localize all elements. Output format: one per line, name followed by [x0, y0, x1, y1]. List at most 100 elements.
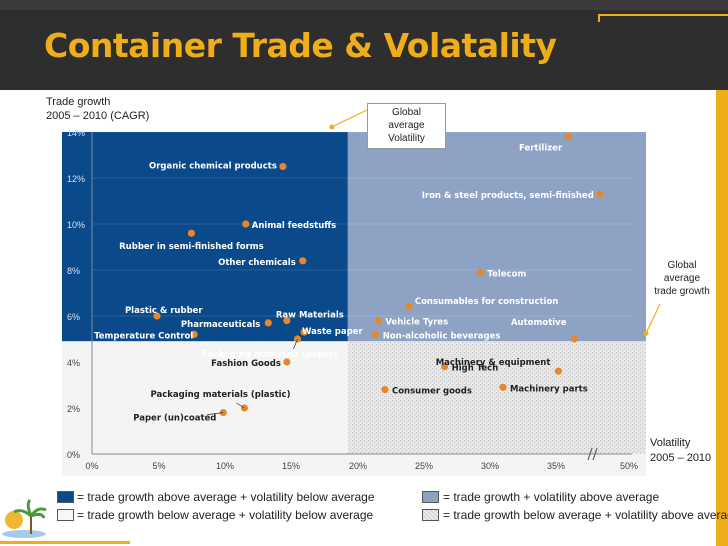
legend-label-lightblue: = trade growth + volatility above averag…: [443, 490, 660, 504]
data-point-label: Animal feedstuffs: [252, 221, 336, 231]
x-tick-label: 10%: [216, 461, 234, 471]
data-point: [381, 386, 389, 394]
quadrant-top-right: [347, 132, 646, 342]
right-accent-band: [716, 90, 728, 546]
y-axis-label-line1: Trade growth: [46, 96, 111, 108]
callout-leader-growth: [645, 303, 661, 334]
x-tick-label: 30%: [481, 461, 499, 471]
data-point: [405, 303, 413, 311]
y-tick-label: 8%: [67, 266, 80, 276]
data-point: [564, 133, 572, 141]
quadrant-bottom-left: [92, 341, 348, 454]
data-point-label: Packaging materials (paper): [201, 350, 337, 360]
data-point: [476, 268, 485, 276]
data-point: [300, 328, 308, 336]
data-point-label: Packaging materials (plastic): [150, 390, 290, 400]
axes: [91, 132, 632, 461]
y-axis-label-line2: 2005 – 2010 (CAGR): [46, 110, 150, 122]
company-logo-icon: [2, 498, 47, 538]
data-point: [372, 330, 380, 338]
data-point-label: Automotive: [511, 318, 567, 328]
data-point: [187, 229, 196, 237]
callout-global-average-volatility: Global average Volatility: [367, 103, 446, 149]
data-point-label: Rubber in semi-finished forms: [119, 242, 264, 252]
data-point-label: High Tech: [452, 364, 499, 374]
grid-lines: [92, 131, 632, 409]
callout-global-average-trade-growth: Global average trade growth: [648, 258, 716, 304]
data-point-label: Paper (un)coated: [133, 414, 216, 424]
legend-swatch-white: [57, 509, 74, 521]
data-point: [190, 330, 198, 338]
y-tick-label: 12%: [67, 174, 85, 184]
quadrant-bottom-right: [347, 341, 646, 454]
x-tick-label: 25%: [415, 461, 433, 471]
data-point-label: Machinery parts: [510, 384, 588, 394]
data-point-label: Vehicle Tyres: [385, 318, 448, 328]
callout-anchor-dot: [329, 124, 335, 130]
y-tick-label: 14%: [67, 128, 85, 138]
data-point: [570, 335, 579, 343]
quadrant-backgrounds: [62, 132, 646, 476]
callout-leader-volatility: [333, 109, 368, 127]
tick-labels: 0% 2% 4% 6% 8% 10% 12% 14% 0% 5% 10% 15% 20% 25% 30% 35…: [67, 128, 638, 471]
data-point-label: Fashion Goods: [211, 359, 281, 369]
x-tick-label: 0%: [85, 461, 98, 471]
data-point-label: Plastic & rubber: [125, 306, 203, 316]
data-point: [242, 220, 250, 228]
data-point: [279, 162, 287, 171]
axis-break-mark: [587, 447, 593, 461]
x-tick-label: 15%: [282, 461, 300, 471]
data-point: [374, 317, 382, 325]
data-point-label: Iron & steel products, semi-finished: [422, 191, 594, 201]
legend-swatch-blue: [57, 491, 74, 503]
y-tick-label: 4%: [67, 358, 80, 368]
data-points: Fertilizer Organic chemical products Iron …: [94, 133, 604, 424]
quadrant-top-left: [92, 132, 348, 342]
data-point-label: Pharmaceuticals: [181, 320, 260, 330]
x-tick-label: 5%: [152, 461, 165, 471]
label-leader-line: [207, 412, 224, 415]
callout-volatility-line3: Volatility: [388, 133, 425, 144]
tick-strip-top: [62, 132, 92, 342]
data-point: [441, 363, 449, 371]
x-axis-label-line2: 2005 – 2010: [650, 452, 712, 464]
callout-anchor-dot: [643, 330, 649, 336]
data-point: [596, 190, 604, 198]
data-point-label: Raw Materials: [276, 311, 344, 321]
legend-label-dotted: = trade growth below average + volatilit…: [443, 508, 728, 522]
data-point-label: Non-alcoholic beverages: [383, 331, 501, 341]
data-point: [153, 312, 161, 320]
callout-volatility-line2: average: [388, 120, 425, 131]
header-stripe: [0, 0, 728, 10]
data-point-label: Fertilizer: [519, 144, 563, 154]
y-tick-label: 6%: [67, 312, 80, 322]
corner-line-side: [598, 14, 600, 22]
data-point: [299, 257, 307, 265]
y-tick-label: 10%: [67, 220, 85, 230]
y-tick-label: 0%: [67, 450, 80, 460]
data-point-label: Machinery & equipment: [436, 358, 551, 368]
data-point-label: Waste paper: [302, 327, 363, 337]
legend-swatch-lightblue: [422, 491, 439, 503]
slide-title: Container Trade & Volatality: [44, 26, 557, 65]
data-point-label: Telecom: [487, 269, 526, 279]
callout-volatility-line1: Global: [392, 107, 421, 118]
legend-swatch-dotted: [422, 509, 439, 521]
data-point: [283, 358, 291, 366]
data-point: [499, 383, 507, 391]
data-point: [264, 319, 272, 327]
data-point: [283, 317, 291, 325]
corner-line-top: [598, 14, 728, 16]
data-point-label: Other chemicals: [218, 258, 296, 268]
data-point-label: Organic chemical products: [149, 162, 277, 172]
x-tick-strip: [92, 454, 646, 476]
x-tick-label: 20%: [349, 461, 367, 471]
tick-strip-bottom: [62, 341, 92, 476]
data-point-label: Temperature Control: [94, 331, 193, 341]
legend-label-blue: = trade growth above average + volatilit…: [77, 490, 375, 504]
label-leader-line: [236, 402, 245, 409]
x-tick-label: 35%: [547, 461, 565, 471]
callout-growth-line3: trade growth: [654, 286, 710, 297]
callout-growth-line2: average: [663, 273, 701, 284]
